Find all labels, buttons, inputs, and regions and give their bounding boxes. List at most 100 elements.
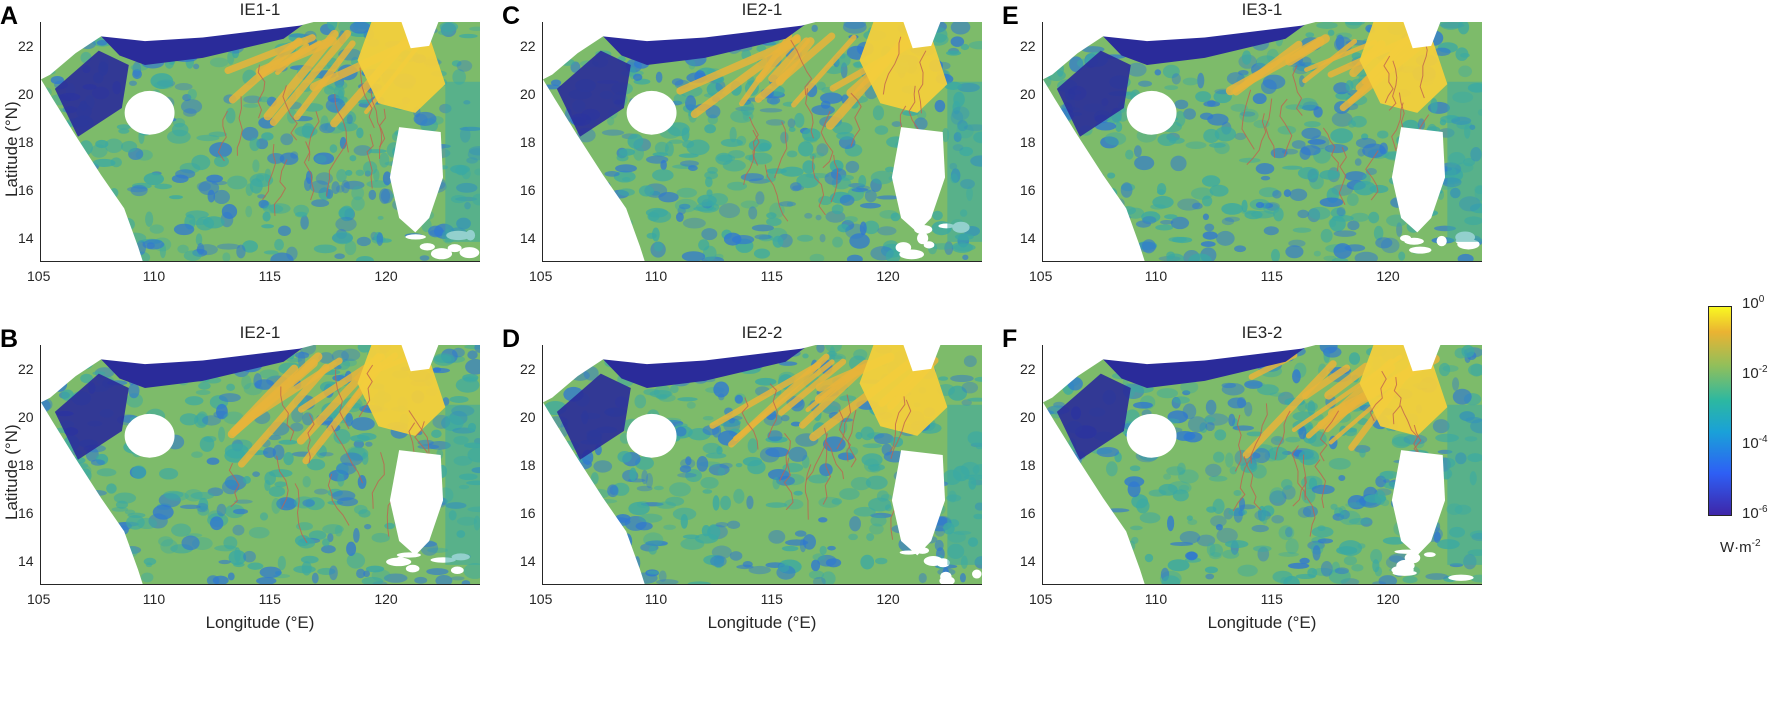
flux-patch [967, 397, 982, 402]
flux-patch [1141, 211, 1161, 223]
flux-patch [1205, 421, 1215, 432]
flux-patch [851, 187, 869, 192]
flux-patch [685, 456, 692, 466]
gulf-band [54, 50, 129, 137]
map-panel [1042, 345, 1482, 585]
flux-patch [673, 93, 687, 105]
flux-patch [866, 533, 875, 542]
flux-patch [1375, 475, 1387, 488]
flux-patch [696, 456, 709, 472]
flux-patch [676, 187, 698, 198]
land-islet [1404, 237, 1424, 245]
flux-patch [703, 554, 725, 566]
flux-patch [183, 250, 202, 261]
flux-patch [734, 394, 744, 404]
flux-patch [1379, 470, 1394, 481]
flux-patch [1206, 506, 1217, 513]
x-tick-label: 105 [27, 268, 51, 284]
contour-line [1246, 113, 1267, 165]
flux-patch [1391, 436, 1411, 449]
flux-patch [452, 347, 465, 358]
flux-patch [869, 523, 884, 535]
flux-patch [263, 250, 279, 255]
hotspot-beam [791, 34, 857, 108]
contour-line [882, 36, 902, 95]
flux-patch [1215, 523, 1223, 531]
flux-patch [1172, 489, 1189, 502]
contour-line [838, 409, 852, 462]
panel-title: IE2-1 [741, 0, 783, 19]
flux-patch [811, 152, 825, 158]
panel-title: IE2-1 [239, 323, 281, 342]
flux-patch [1281, 478, 1293, 490]
y-tick-label: 16 [520, 182, 536, 198]
flux-patch [702, 416, 714, 421]
flux-patch [355, 256, 374, 261]
flux-patch [1305, 32, 1315, 38]
x-tick-label: 115 [760, 591, 783, 607]
flux-patch [242, 240, 259, 253]
flux-patch [1120, 182, 1133, 198]
flux-patch [355, 169, 365, 176]
flux-patch [1334, 567, 1350, 575]
flux-patch [763, 414, 783, 426]
flux-patch [1307, 139, 1326, 145]
flux-patch [827, 545, 836, 551]
flux-patch [1299, 557, 1310, 564]
flux-patch [1277, 125, 1297, 135]
flux-patch [822, 436, 846, 452]
flux-patch [158, 536, 174, 547]
flux-patch [462, 373, 479, 382]
flux-patch [224, 443, 249, 459]
flux-patch [262, 447, 276, 459]
contour-line [805, 88, 814, 139]
flux-patch [366, 149, 387, 154]
flux-patch [766, 96, 781, 105]
pacific-patch [1447, 81, 1482, 242]
flux-patch [414, 576, 428, 584]
pacific-patch [445, 404, 480, 565]
hotspot-beam [775, 37, 815, 86]
flux-patch [126, 393, 143, 408]
flux-patch [583, 366, 599, 381]
land-taiwan [1403, 22, 1441, 49]
flux-patch [227, 50, 235, 65]
flux-patch [688, 59, 696, 70]
flux-patch [1345, 80, 1354, 92]
flux-patch [458, 33, 478, 39]
flux-patch [1141, 239, 1156, 254]
flux-patch [206, 575, 220, 584]
flux-patch [1210, 515, 1227, 527]
flux-patch [803, 136, 818, 143]
flux-patch [1204, 566, 1219, 574]
hotspot-beam [814, 359, 871, 404]
flux-patch [808, 570, 825, 580]
flux-patch [1221, 203, 1244, 215]
flux-patch [1289, 188, 1308, 201]
flux-patch [247, 562, 264, 570]
contour-line [1392, 377, 1402, 425]
flux-patch [1432, 419, 1450, 434]
flux-patch [1180, 380, 1199, 394]
flux-patch [729, 126, 737, 143]
contour-line [890, 399, 912, 460]
flux-patch [197, 506, 210, 516]
flux-map [1043, 22, 1482, 261]
hotspot-beam [237, 363, 330, 468]
flux-patch [290, 422, 304, 432]
y-tick-label: 20 [1020, 86, 1036, 102]
contour-line [1232, 456, 1252, 512]
flux-patch [1244, 380, 1263, 389]
flux-patch [1229, 466, 1238, 475]
flux-patch [1170, 216, 1190, 230]
flux-patch [961, 381, 979, 394]
flux-patch [175, 169, 196, 179]
flux-patch [1304, 121, 1321, 128]
flux-patch [1370, 549, 1383, 564]
flux-patch [349, 155, 357, 162]
flux-patch [643, 532, 664, 547]
flux-patch [145, 211, 154, 227]
flux-patch [126, 515, 145, 530]
flux-patch [128, 80, 137, 86]
